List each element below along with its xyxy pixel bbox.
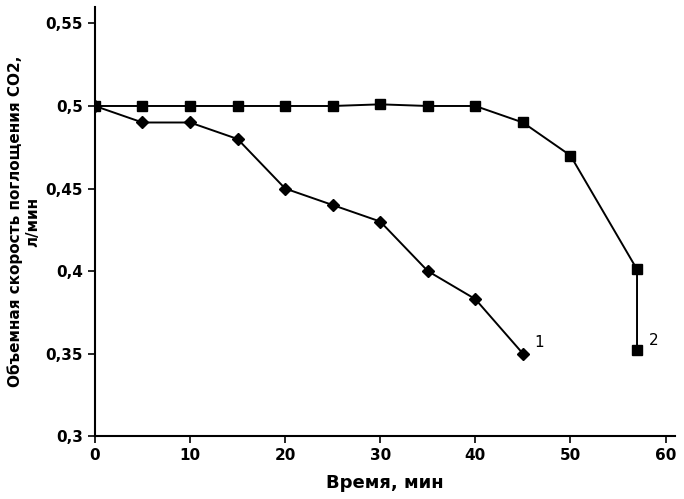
Text: 1: 1 (534, 334, 544, 349)
Y-axis label: Объемная скорость поглощения CO2,
л/мин: Объемная скорость поглощения CO2, л/мин (7, 56, 40, 387)
X-axis label: Время, мин: Время, мин (326, 474, 444, 492)
Text: 2: 2 (648, 333, 658, 348)
